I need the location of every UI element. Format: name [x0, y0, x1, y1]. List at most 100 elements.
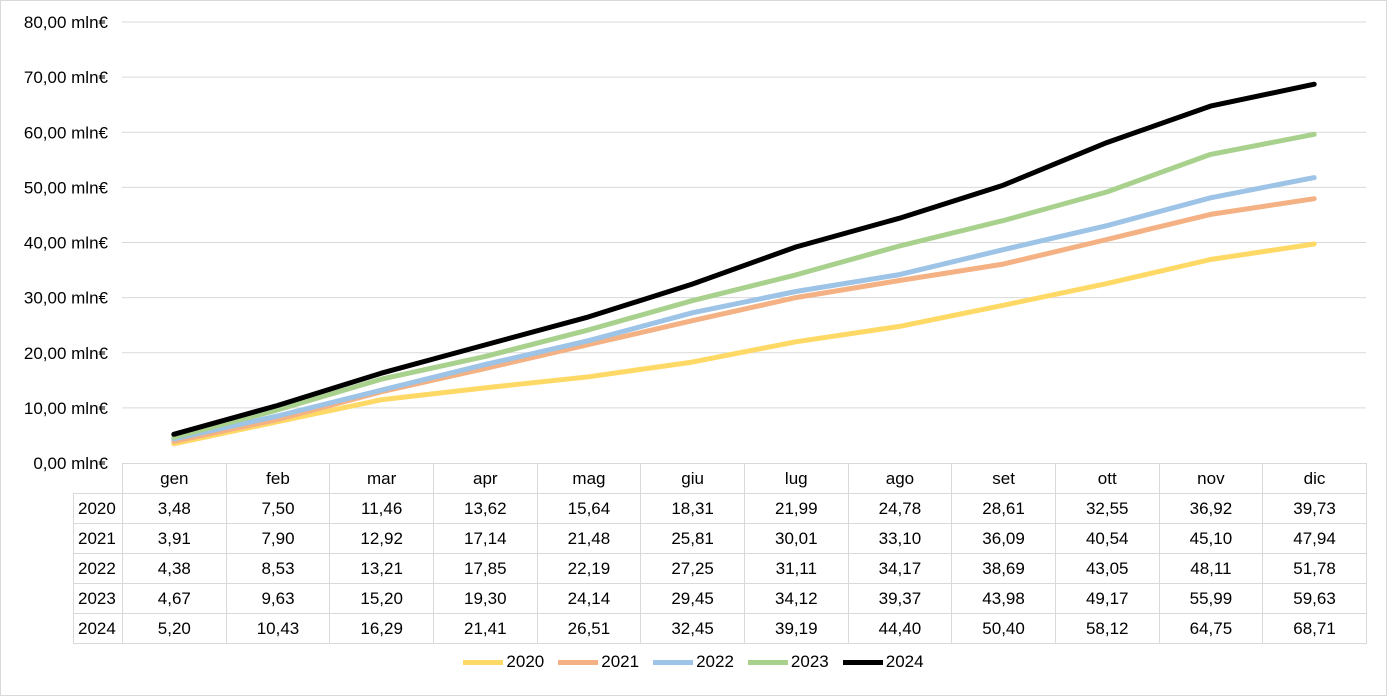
- data-label: 21,41: [432, 613, 538, 644]
- data-label: 8,53: [225, 553, 331, 584]
- y-tick-label: 80,00 mln€: [24, 13, 109, 32]
- data-label: 17,85: [432, 553, 538, 584]
- data-label: 11,46: [329, 493, 434, 524]
- data-table: gen feb mar apr mag giu lug ago set ott nov dic 2020…: [73, 463, 1367, 644]
- data-label: 39,19: [743, 613, 849, 644]
- data-label: 16,29: [329, 613, 434, 644]
- table-header-row: gen feb mar apr mag giu lug ago set ott nov dic: [74, 463, 1367, 494]
- x-tick-label: mag: [536, 463, 642, 494]
- data-label: 21,48: [536, 523, 642, 554]
- data-label: 48,11: [1158, 553, 1264, 584]
- table-row-label: 2024: [73, 613, 123, 644]
- series-line-2020: [171, 241, 1317, 447]
- data-label: 4,67: [122, 583, 227, 614]
- data-label: 27,25: [640, 553, 745, 584]
- y-tick-label: 20,00 mln€: [24, 344, 109, 363]
- data-label: 18,31: [640, 493, 745, 524]
- data-label: 58,12: [1054, 613, 1160, 644]
- table-row: 2020 3,48 7,50 11,46 13,62 15,64 18,31 21,99 24,…: [73, 493, 1367, 524]
- data-label: 24,78: [847, 493, 953, 524]
- y-tick-label: 0,00 mln€: [33, 454, 108, 473]
- legend-item-2022: 2022: [653, 652, 734, 672]
- table-row: 2023 4,67 9,63 15,20 19,30 24,14 29,45 34,12 39,…: [73, 583, 1367, 614]
- data-label: 25,81: [640, 523, 745, 554]
- data-label: 39,73: [1262, 493, 1367, 524]
- x-tick-label: gen: [122, 463, 227, 494]
- data-label: 36,09: [951, 523, 1056, 554]
- data-label: 47,94: [1262, 523, 1367, 554]
- table-corner: [74, 464, 123, 494]
- legend-label: 2020: [506, 652, 545, 671]
- data-label: 3,91: [122, 523, 227, 554]
- data-label: 21,99: [743, 493, 849, 524]
- x-tick-label: nov: [1158, 463, 1264, 494]
- legend-label: 2022: [696, 652, 734, 671]
- data-label: 40,54: [1054, 523, 1160, 554]
- data-label: 31,11: [743, 553, 849, 584]
- table-row-label: 2023: [73, 583, 123, 614]
- table-row: 2022 4,38 8,53 13,21 17,85 22,19 27,25 31,11 34,…: [73, 553, 1367, 584]
- data-label: 43,98: [951, 583, 1056, 614]
- data-label: 51,78: [1262, 553, 1367, 584]
- data-label: 17,14: [432, 523, 538, 554]
- data-label: 24,14: [536, 583, 642, 614]
- legend-item-2023: 2023: [747, 652, 829, 672]
- data-label: 36,92: [1158, 493, 1264, 524]
- y-tick-label: 30,00 mln€: [24, 289, 109, 308]
- legend-label: 2024: [885, 652, 924, 671]
- data-label: 50,40: [951, 613, 1056, 644]
- data-label: 26,51: [536, 613, 642, 644]
- y-tick-label: 70,00 mln€: [24, 68, 109, 87]
- legend-label: 2021: [601, 652, 640, 671]
- legend-item-2024: 2024: [842, 652, 924, 672]
- x-tick-label: lug: [743, 463, 849, 494]
- table-row-label: 2022: [73, 553, 123, 584]
- data-label: 43,05: [1054, 553, 1160, 584]
- legend: 2020 2021 2022 2023 2024: [0, 652, 1387, 672]
- table-row-label: 2020: [73, 493, 123, 524]
- data-label: 22,19: [536, 553, 642, 584]
- x-tick-label: feb: [225, 463, 331, 494]
- data-label: 7,50: [225, 493, 331, 524]
- data-label: 32,55: [1054, 493, 1160, 524]
- data-label: 28,61: [951, 493, 1056, 524]
- data-label: 34,12: [743, 583, 849, 614]
- legend-item-2020: 2020: [463, 652, 544, 672]
- legend-label: 2023: [790, 652, 829, 671]
- y-tick-label: 40,00 mln€: [24, 234, 109, 253]
- data-label: 68,71: [1262, 613, 1367, 644]
- data-label: 32,45: [640, 613, 745, 644]
- data-label: 64,75: [1158, 613, 1264, 644]
- data-label: 29,45: [640, 583, 745, 614]
- legend-swatch: [558, 659, 599, 665]
- data-label: 59,63: [1262, 583, 1367, 614]
- data-label: 34,17: [847, 553, 953, 584]
- x-tick-label: mar: [329, 463, 434, 494]
- table-row: 2021 3,91 7,90 12,92 17,14 21,48 25,81 30,01 33,…: [73, 523, 1367, 554]
- y-axis-ticks: 0,00 mln€ 10,00 mln€ 20,00 mln€ 30,00 mln€ 4…: [24, 13, 109, 473]
- y-tick-label: 60,00 mln€: [24, 123, 109, 142]
- data-label: 5,20: [122, 613, 227, 644]
- data-label: 13,21: [329, 553, 434, 584]
- x-tick-label: dic: [1262, 463, 1367, 494]
- series-line-2024: [171, 81, 1317, 437]
- data-label: 10,43: [225, 613, 331, 644]
- data-label: 49,17: [1054, 583, 1160, 614]
- data-label: 15,20: [329, 583, 434, 614]
- data-label: 30,01: [743, 523, 849, 554]
- y-tick-label: 10,00 mln€: [24, 399, 109, 418]
- data-label: 55,99: [1158, 583, 1264, 614]
- legend-item-2021: 2021: [558, 652, 639, 672]
- data-label: 38,69: [951, 553, 1056, 584]
- x-tick-label: ott: [1054, 463, 1160, 494]
- x-tick-label: ago: [847, 463, 953, 494]
- data-label: 15,64: [536, 493, 642, 524]
- data-label: 12,92: [329, 523, 434, 554]
- series-line-2022: [171, 175, 1317, 442]
- data-label: 39,37: [847, 583, 953, 614]
- data-label: 4,38: [122, 553, 227, 584]
- y-tick-label: 50,00 mln€: [24, 178, 109, 197]
- table-row: 2024 5,20 10,43 16,29 21,41 26,51 32,45 39,19 44…: [73, 613, 1367, 644]
- data-label: 19,30: [432, 583, 538, 614]
